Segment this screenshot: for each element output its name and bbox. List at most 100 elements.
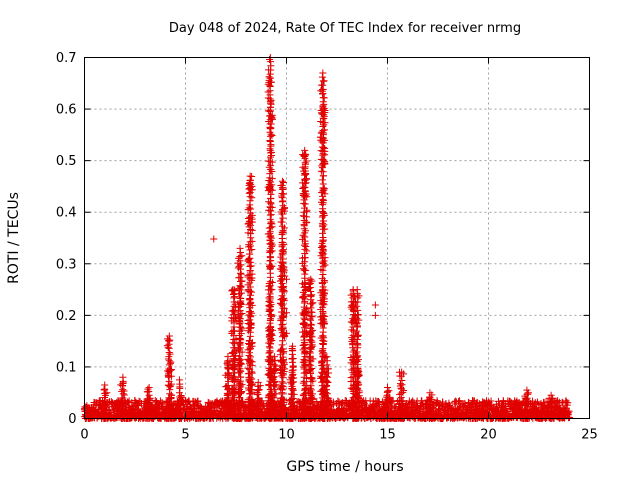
roti-point [289, 406, 297, 414]
roti-point [289, 362, 297, 370]
y-tick-label: 0.1 [56, 360, 77, 375]
roti-point [472, 403, 480, 411]
roti-point [266, 157, 274, 165]
roti-point [279, 190, 287, 198]
roti-point [289, 394, 297, 402]
roti-point [353, 327, 361, 335]
roti-point [267, 161, 275, 169]
roti-point [279, 383, 287, 391]
roti-point [244, 257, 252, 265]
roti-point [288, 390, 296, 398]
roti-point [354, 406, 362, 414]
roti-point [176, 406, 184, 414]
roti-point [270, 373, 278, 381]
roti-point [279, 255, 287, 263]
roti-point [244, 317, 252, 325]
roti-point [299, 265, 307, 273]
roti-point [523, 402, 531, 410]
roti-point [288, 374, 296, 382]
x-tick-label: 25 [581, 428, 598, 443]
roti-point [236, 248, 244, 256]
roti-point [244, 206, 252, 214]
roti-point [100, 386, 108, 394]
roti-point [266, 237, 274, 245]
roti-point [266, 97, 274, 105]
roti-point [247, 353, 255, 361]
roti-point [319, 114, 327, 122]
roti-point [353, 290, 361, 298]
roti-point [301, 179, 309, 187]
roti-point [272, 401, 280, 409]
roti-point [318, 143, 326, 151]
roti-point [354, 381, 362, 389]
roti-point [371, 301, 379, 309]
roti-point [230, 406, 238, 414]
roti-point [224, 369, 232, 377]
roti-point [165, 340, 173, 348]
roti-point [247, 324, 255, 332]
roti-point [246, 213, 254, 221]
roti-point [230, 352, 238, 360]
roti-point [248, 226, 256, 234]
roti-point [278, 283, 286, 291]
roti-point [278, 300, 286, 308]
roti-point [118, 407, 126, 415]
roti-point [288, 398, 296, 406]
roti-point [354, 394, 362, 402]
roti-point [278, 265, 286, 273]
x-axis-label: GPS time / hours [286, 459, 403, 475]
roti-point [266, 185, 274, 193]
roti-point [301, 270, 309, 278]
roti-point [166, 336, 174, 344]
grid-lines [84, 57, 590, 419]
roti-point [267, 58, 275, 66]
roti-point [397, 410, 405, 418]
roti-point [303, 247, 311, 255]
roti-point [247, 291, 255, 299]
roti-point [348, 410, 356, 418]
roti-point [119, 402, 127, 410]
roti-point [166, 366, 174, 374]
roti-point [247, 221, 255, 229]
roti-point [547, 399, 555, 407]
roti-point [145, 387, 153, 395]
roti-point [266, 203, 274, 211]
roti-point [270, 381, 278, 389]
roti-point [266, 344, 274, 352]
roti-point [254, 410, 262, 418]
roti-point [396, 382, 404, 390]
roti-point [353, 398, 361, 406]
roti-point [265, 370, 273, 378]
roti-point [278, 308, 286, 316]
roti-point [439, 398, 447, 406]
roti-point [319, 221, 327, 229]
roti-point [300, 320, 308, 328]
roti-point [270, 394, 278, 402]
roti-point [319, 293, 327, 301]
roti-point [279, 304, 287, 312]
roti-point [371, 311, 379, 319]
roti-point [306, 279, 314, 287]
roti-point [320, 364, 328, 372]
roti-point [353, 315, 361, 323]
roti-point [224, 398, 232, 406]
roti-point [303, 311, 311, 319]
roti-point [246, 295, 254, 303]
roti-point [224, 381, 232, 389]
roti-point [165, 357, 173, 365]
roti-point [385, 387, 393, 395]
roti-point [398, 398, 406, 406]
roti-point [229, 349, 237, 357]
roti-point [319, 168, 327, 176]
y-tick-label: 0 [68, 412, 76, 427]
roti-point [144, 411, 152, 419]
roti-point [300, 241, 308, 249]
roti-point [254, 382, 262, 390]
roti-point [248, 194, 256, 202]
roti-point [384, 395, 392, 403]
y-tick-label: 0.6 [56, 103, 77, 118]
roti-point [166, 386, 174, 394]
roti-point [266, 253, 274, 261]
roti-point [299, 212, 307, 220]
roti-point [547, 395, 555, 403]
